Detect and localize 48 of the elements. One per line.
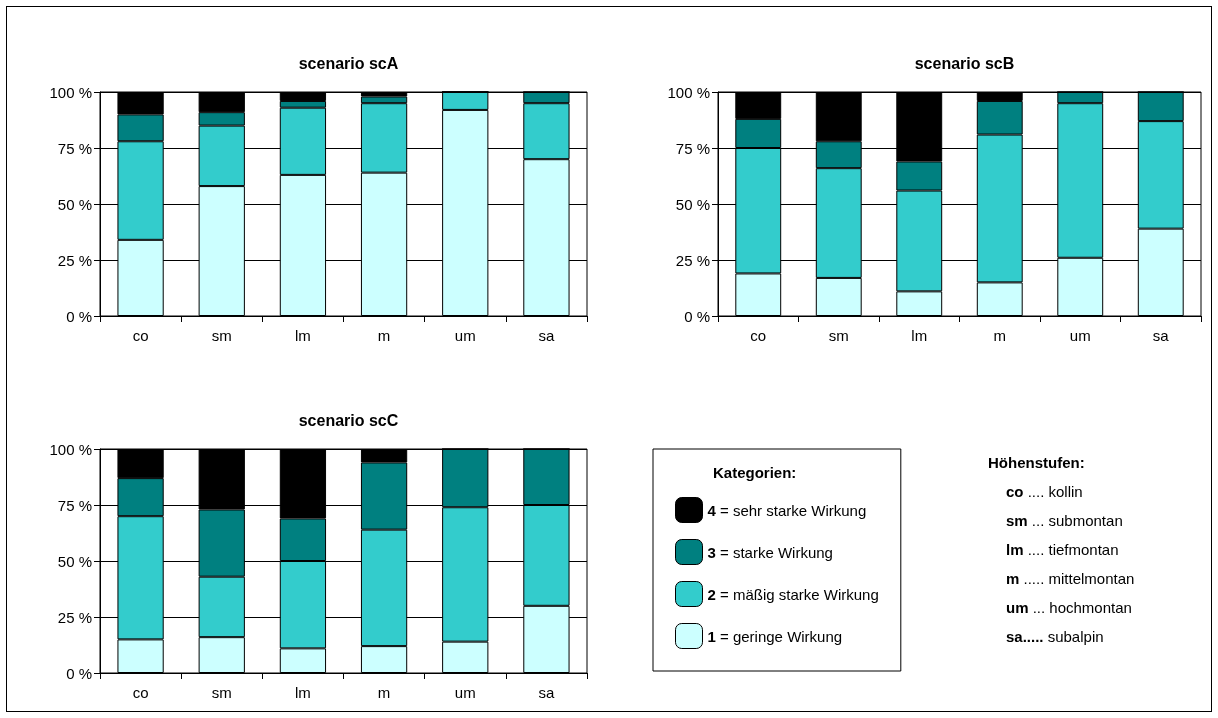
x-tick-label: m (377, 327, 391, 344)
y-tick-label: 0 % (66, 307, 92, 325)
text: co .... kollin (1006, 483, 1083, 500)
y-tick-label: 50 % (57, 195, 92, 213)
chart-title: scenario scA (298, 54, 399, 72)
text: m ..... mittelmontan (1006, 570, 1135, 587)
chart-title: scenario scB (914, 54, 1015, 72)
y-tick-label: 0 % (66, 664, 92, 682)
chart-title: scenario scC (298, 411, 399, 429)
text: sa..... subalpin (1006, 628, 1104, 645)
y-tick-label: 100 % (667, 83, 710, 101)
y-tick-label: 50 % (675, 195, 710, 213)
x-tick-label: sm (211, 684, 232, 701)
y-tick-label: 50 % (57, 552, 92, 570)
x-tick-label: lm (295, 327, 311, 344)
x-tick-label: sa (538, 327, 555, 344)
y-tick-label: 75 % (675, 139, 710, 157)
x-tick-label: um (454, 327, 476, 344)
x-tick-label: m (377, 684, 391, 701)
text: Höhenstufen: (988, 454, 1085, 471)
legend-label: 4 = sehr starke Wirkung (707, 501, 867, 519)
text: um ... hochmontan (1006, 599, 1132, 616)
legend-title: Kategorien: (713, 464, 797, 481)
legend-label: 1 = geringe Wirkung (707, 627, 843, 645)
x-tick-label: co (750, 327, 767, 344)
x-tick-label: m (993, 327, 1006, 344)
x-tick-label: lm (911, 327, 928, 344)
x-tick-label: co (132, 684, 149, 701)
y-tick-label: 0 % (684, 307, 710, 325)
x-tick-label: um (454, 684, 476, 701)
y-tick-label: 75 % (57, 496, 92, 514)
legend-label: 3 = starke Wirkung (707, 543, 833, 561)
y-tick-label: 25 % (57, 608, 92, 626)
y-tick-label: 25 % (675, 251, 710, 269)
x-tick-label: sa (538, 684, 555, 701)
y-tick-label: 75 % (57, 139, 92, 157)
x-tick-label: lm (295, 684, 311, 701)
x-tick-label: um (1069, 327, 1091, 344)
x-tick-label: sa (1152, 327, 1170, 344)
legend-label: 2 = mäßig starke Wirkung (707, 585, 879, 603)
x-tick-label: co (132, 327, 149, 344)
y-tick-label: 100 % (49, 440, 92, 458)
y-tick-label: 100 % (49, 83, 92, 101)
text: lm .... tiefmontan (1006, 541, 1119, 558)
text: sm ... submontan (1006, 512, 1123, 529)
y-tick-label: 25 % (57, 251, 92, 269)
x-tick-label: sm (828, 327, 849, 344)
x-tick-label: sm (211, 327, 232, 344)
